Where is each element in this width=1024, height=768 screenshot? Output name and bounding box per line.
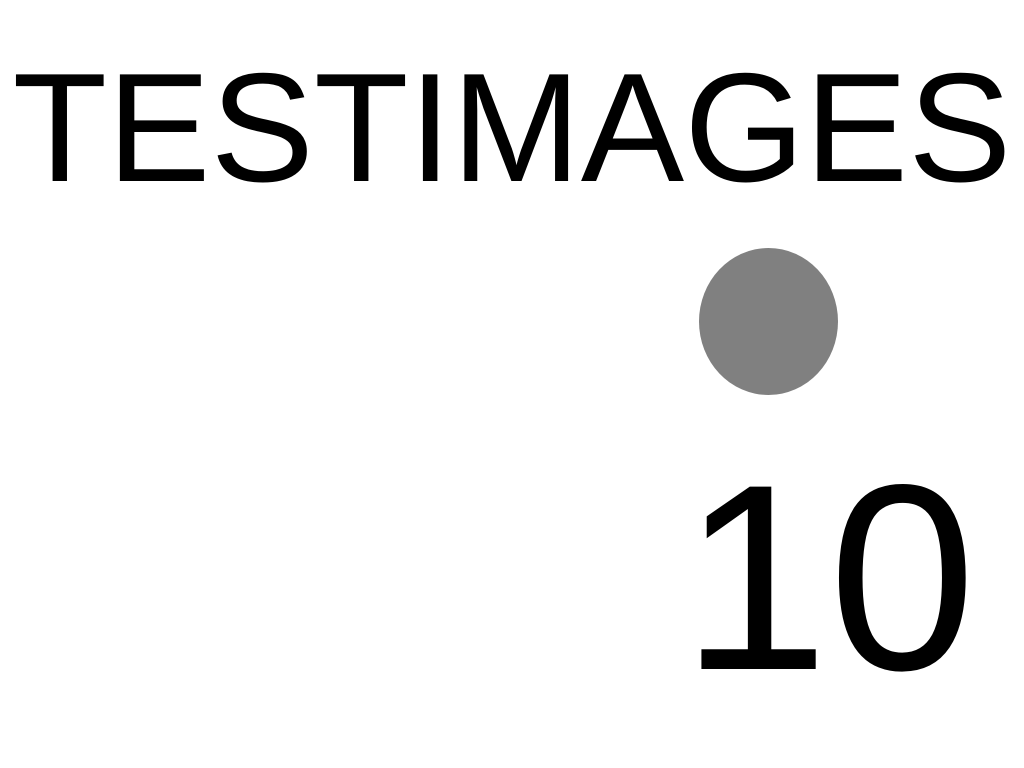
gray-dot (699, 248, 838, 395)
page-title: TESTIMAGES (12, 41, 1012, 214)
image-number: 10 (681, 430, 976, 726)
